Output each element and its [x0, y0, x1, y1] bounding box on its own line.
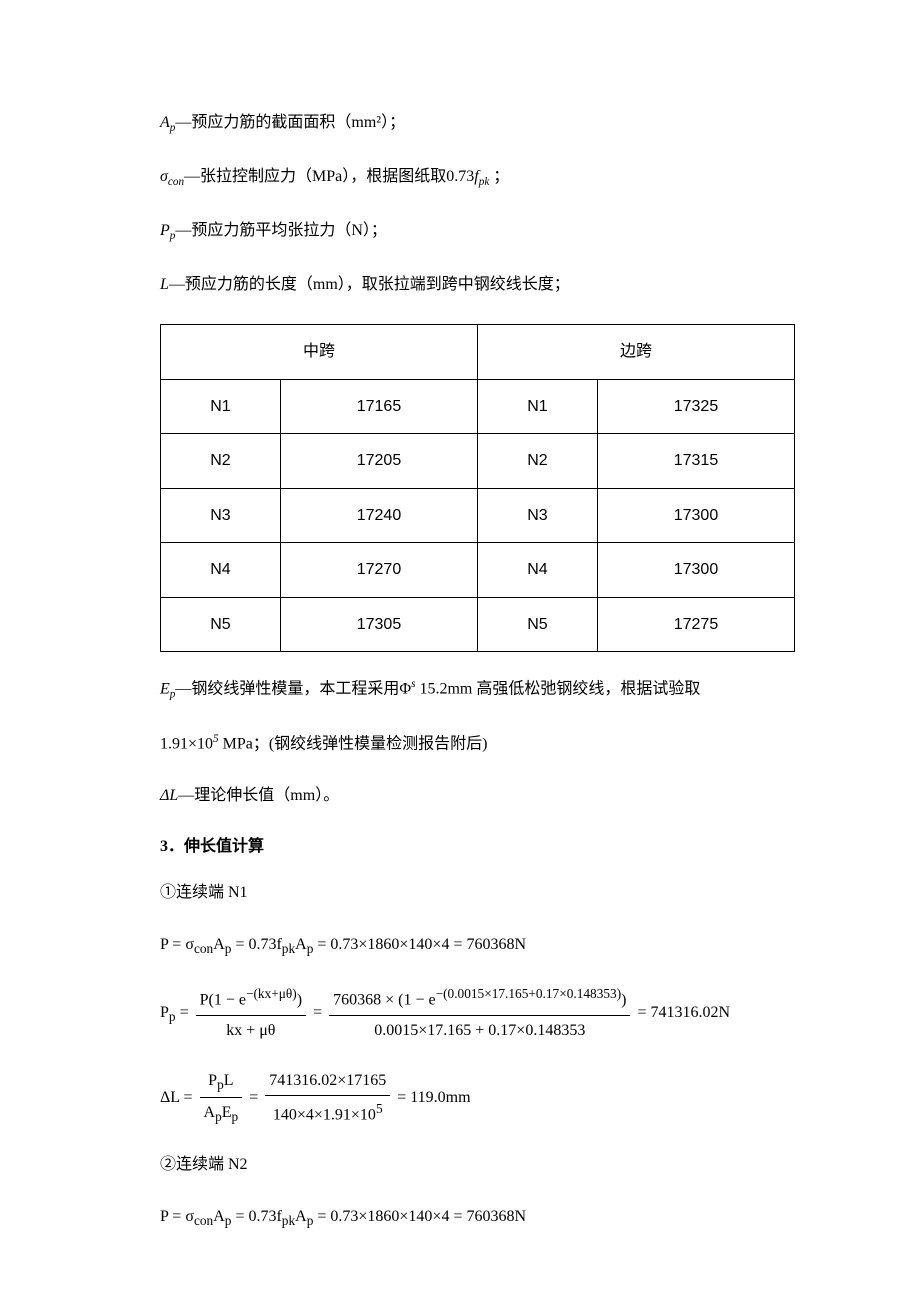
- table-row: N2 17205 N2 17315: [161, 434, 795, 489]
- table-row: N3 17240 N3 17300: [161, 488, 795, 543]
- calc2-eq-P: P = σconAp = 0.73fpkAp = 0.73×1860×140×4…: [160, 1204, 795, 1232]
- var-ap: A: [160, 114, 170, 131]
- calc1-label: ①连续端 N1: [160, 880, 795, 906]
- def-ep: Ep—钢绞线弹性模量，本工程采用Φs 15.2mm 高强低松弛钢绞线，根据试验取: [160, 676, 795, 704]
- table-header-row: 中跨 边跨: [161, 324, 795, 379]
- table-row: N5 17305 N5 17275: [161, 597, 795, 652]
- calc1-eq-dL: ΔL = PpL ApEp = 741316.02×17165 140×4×1.…: [160, 1068, 795, 1129]
- def-ep-val: 1.91×105 MPa；(钢绞线弹性模量检测报告附后): [160, 731, 795, 757]
- table-row: N4 17270 N4 17300: [161, 543, 795, 598]
- length-table: 中跨 边跨 N1 17165 N1 17325 N2 17205 N2 1731…: [160, 324, 795, 653]
- def-deltaL: ΔL—理论伸长值（mm）。: [160, 783, 795, 809]
- def-ap: Ap—预应力筋的截面面积（mm²）；: [160, 110, 795, 138]
- header-mid: 中跨: [161, 324, 478, 379]
- def-sigma-con: σcon—张拉控制应力（MPa），根据图纸取0.73fpk ；: [160, 164, 795, 192]
- calc2-label: ②连续端 N2: [160, 1152, 795, 1178]
- section-title: 3．伸长值计算: [160, 834, 795, 860]
- def-L: L—预应力筋的长度（mm），取张拉端到跨中钢绞线长度；: [160, 272, 795, 298]
- frac: 741316.02×17165 140×4×1.91×105: [265, 1068, 390, 1129]
- calc1-eq-Pp: Pp = P(1 − e−(kx+μθ)) kx + μθ = 760368 ×…: [160, 983, 795, 1044]
- table-row: N1 17165 N1 17325: [161, 379, 795, 434]
- def-pp: Pp—预应力筋平均张拉力（N）；: [160, 218, 795, 246]
- frac: P(1 − e−(kx+μθ)) kx + μθ: [196, 983, 306, 1044]
- frac: PpL ApEp: [200, 1068, 243, 1128]
- frac: 760368 × (1 − e−(0.0015×17.165+0.17×0.14…: [329, 983, 630, 1044]
- header-side: 边跨: [477, 324, 794, 379]
- calc1-eq-P: P = σconAp = 0.73fpkAp = 0.73×1860×140×4…: [160, 932, 795, 960]
